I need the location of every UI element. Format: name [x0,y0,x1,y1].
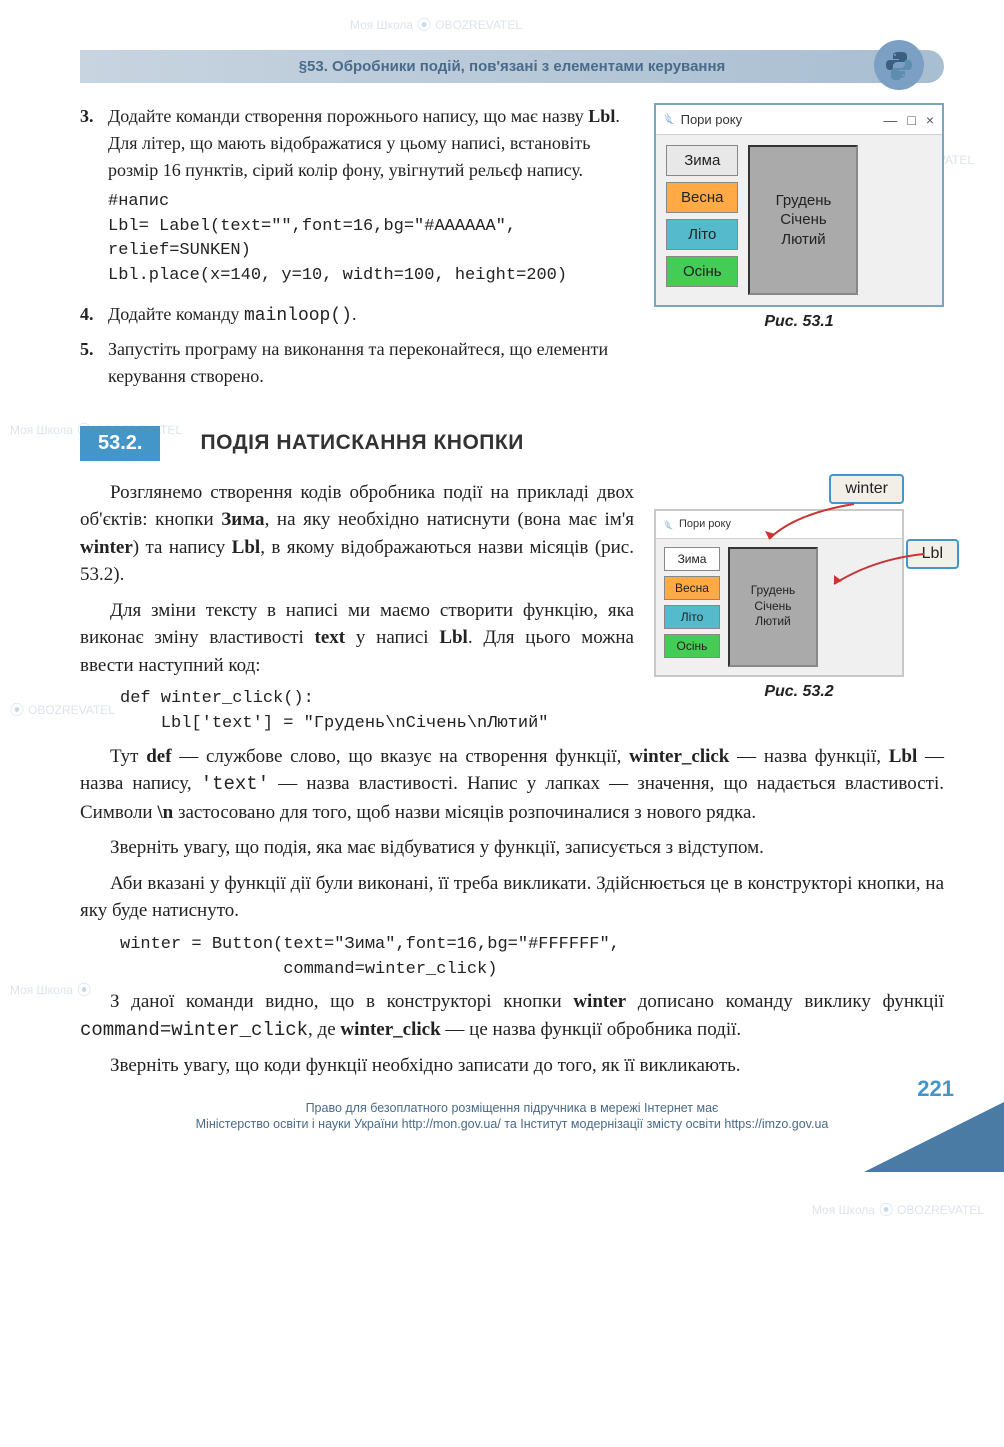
button-zima-2: Зима [664,547,720,571]
code-napis: #напис Lbl= Label(text="",font=16,bg="#A… [108,190,634,289]
figure-53-1: 𓆰 Пори року — □ × Зима Весна Літо Осінь … [654,103,944,331]
list-num-3: 3. [80,103,108,295]
label-box: Грудень Січень Лютий [748,145,858,295]
button-vesna: Весна [666,182,738,213]
list-item-3: Додайте команди створення порожнього нап… [108,103,634,295]
section-53-2-header: 53.2. ПОДІЯ НАТИСКАННЯ КНОПКИ [80,426,944,461]
button-lito: Літо [666,219,738,250]
feather-icon: 𓆰 [664,109,675,130]
list-item-4: Додайте команду mainloop(). [108,301,634,330]
minimize-icon: — [883,112,897,128]
button-osin-2: Осінь [664,634,720,658]
button-vesna-2: Весна [664,576,720,600]
window-controls: — □ × [883,112,934,128]
window-title-2: Пори року [679,518,731,530]
button-osin: Осінь [666,256,738,287]
list-num-5: 5. [80,336,108,390]
code-button-winter: winter = Button(text="Зима",font=16,bg="… [120,933,944,982]
button-zima: Зима [666,145,738,176]
label-box-2: Грудень Січень Лютий [728,547,818,667]
page-number: 221 [917,1076,954,1102]
paragraph-3: Тут def — службове слово, що вказує на с… [80,743,944,827]
figure-53-2: winter Lbl 𓆰 Пори року Зима Весна Літо О… [654,479,944,701]
list-item-5: Запустіть програму на виконання та перек… [108,336,634,390]
page-corner-decoration [864,1102,1004,1172]
paragraph-7: Зверніть увагу, що коди функції необхідн… [80,1052,944,1080]
feather-icon: 𓆰 [664,515,673,534]
section-number: 53.2. [80,426,160,461]
watermark: Моя Школа⦿OBOZREVATEL [812,1200,984,1220]
button-lito-2: Літо [664,605,720,629]
python-logo-icon [874,40,924,90]
close-icon: × [926,112,934,128]
window-title: Пори року [681,112,742,127]
chapter-header: §53. Обробники подій, пов'язані з елемен… [80,50,944,83]
figure-caption-2: Рис. 53.2 [654,683,944,701]
paragraph-4: Зверніть увагу, що подія, яка має відбув… [80,834,944,862]
paragraph-6: З даної команди видно, що в конструкторі… [80,988,944,1044]
list-num-4: 4. [80,301,108,330]
paragraph-5: Аби вказані у функції дії були виконані,… [80,870,944,925]
callout-lbl: Lbl [906,539,959,569]
figure-caption: Рис. 53.1 [654,313,944,331]
section-title: ПОДІЯ НАТИСКАННЯ КНОПКИ [200,431,523,455]
maximize-icon: □ [907,112,915,128]
chapter-title: §53. Обробники подій, пов'язані з елемен… [299,58,726,75]
callout-winter: winter [829,474,904,504]
footer-credits: Право для безоплатного розміщення підруч… [80,1100,944,1133]
